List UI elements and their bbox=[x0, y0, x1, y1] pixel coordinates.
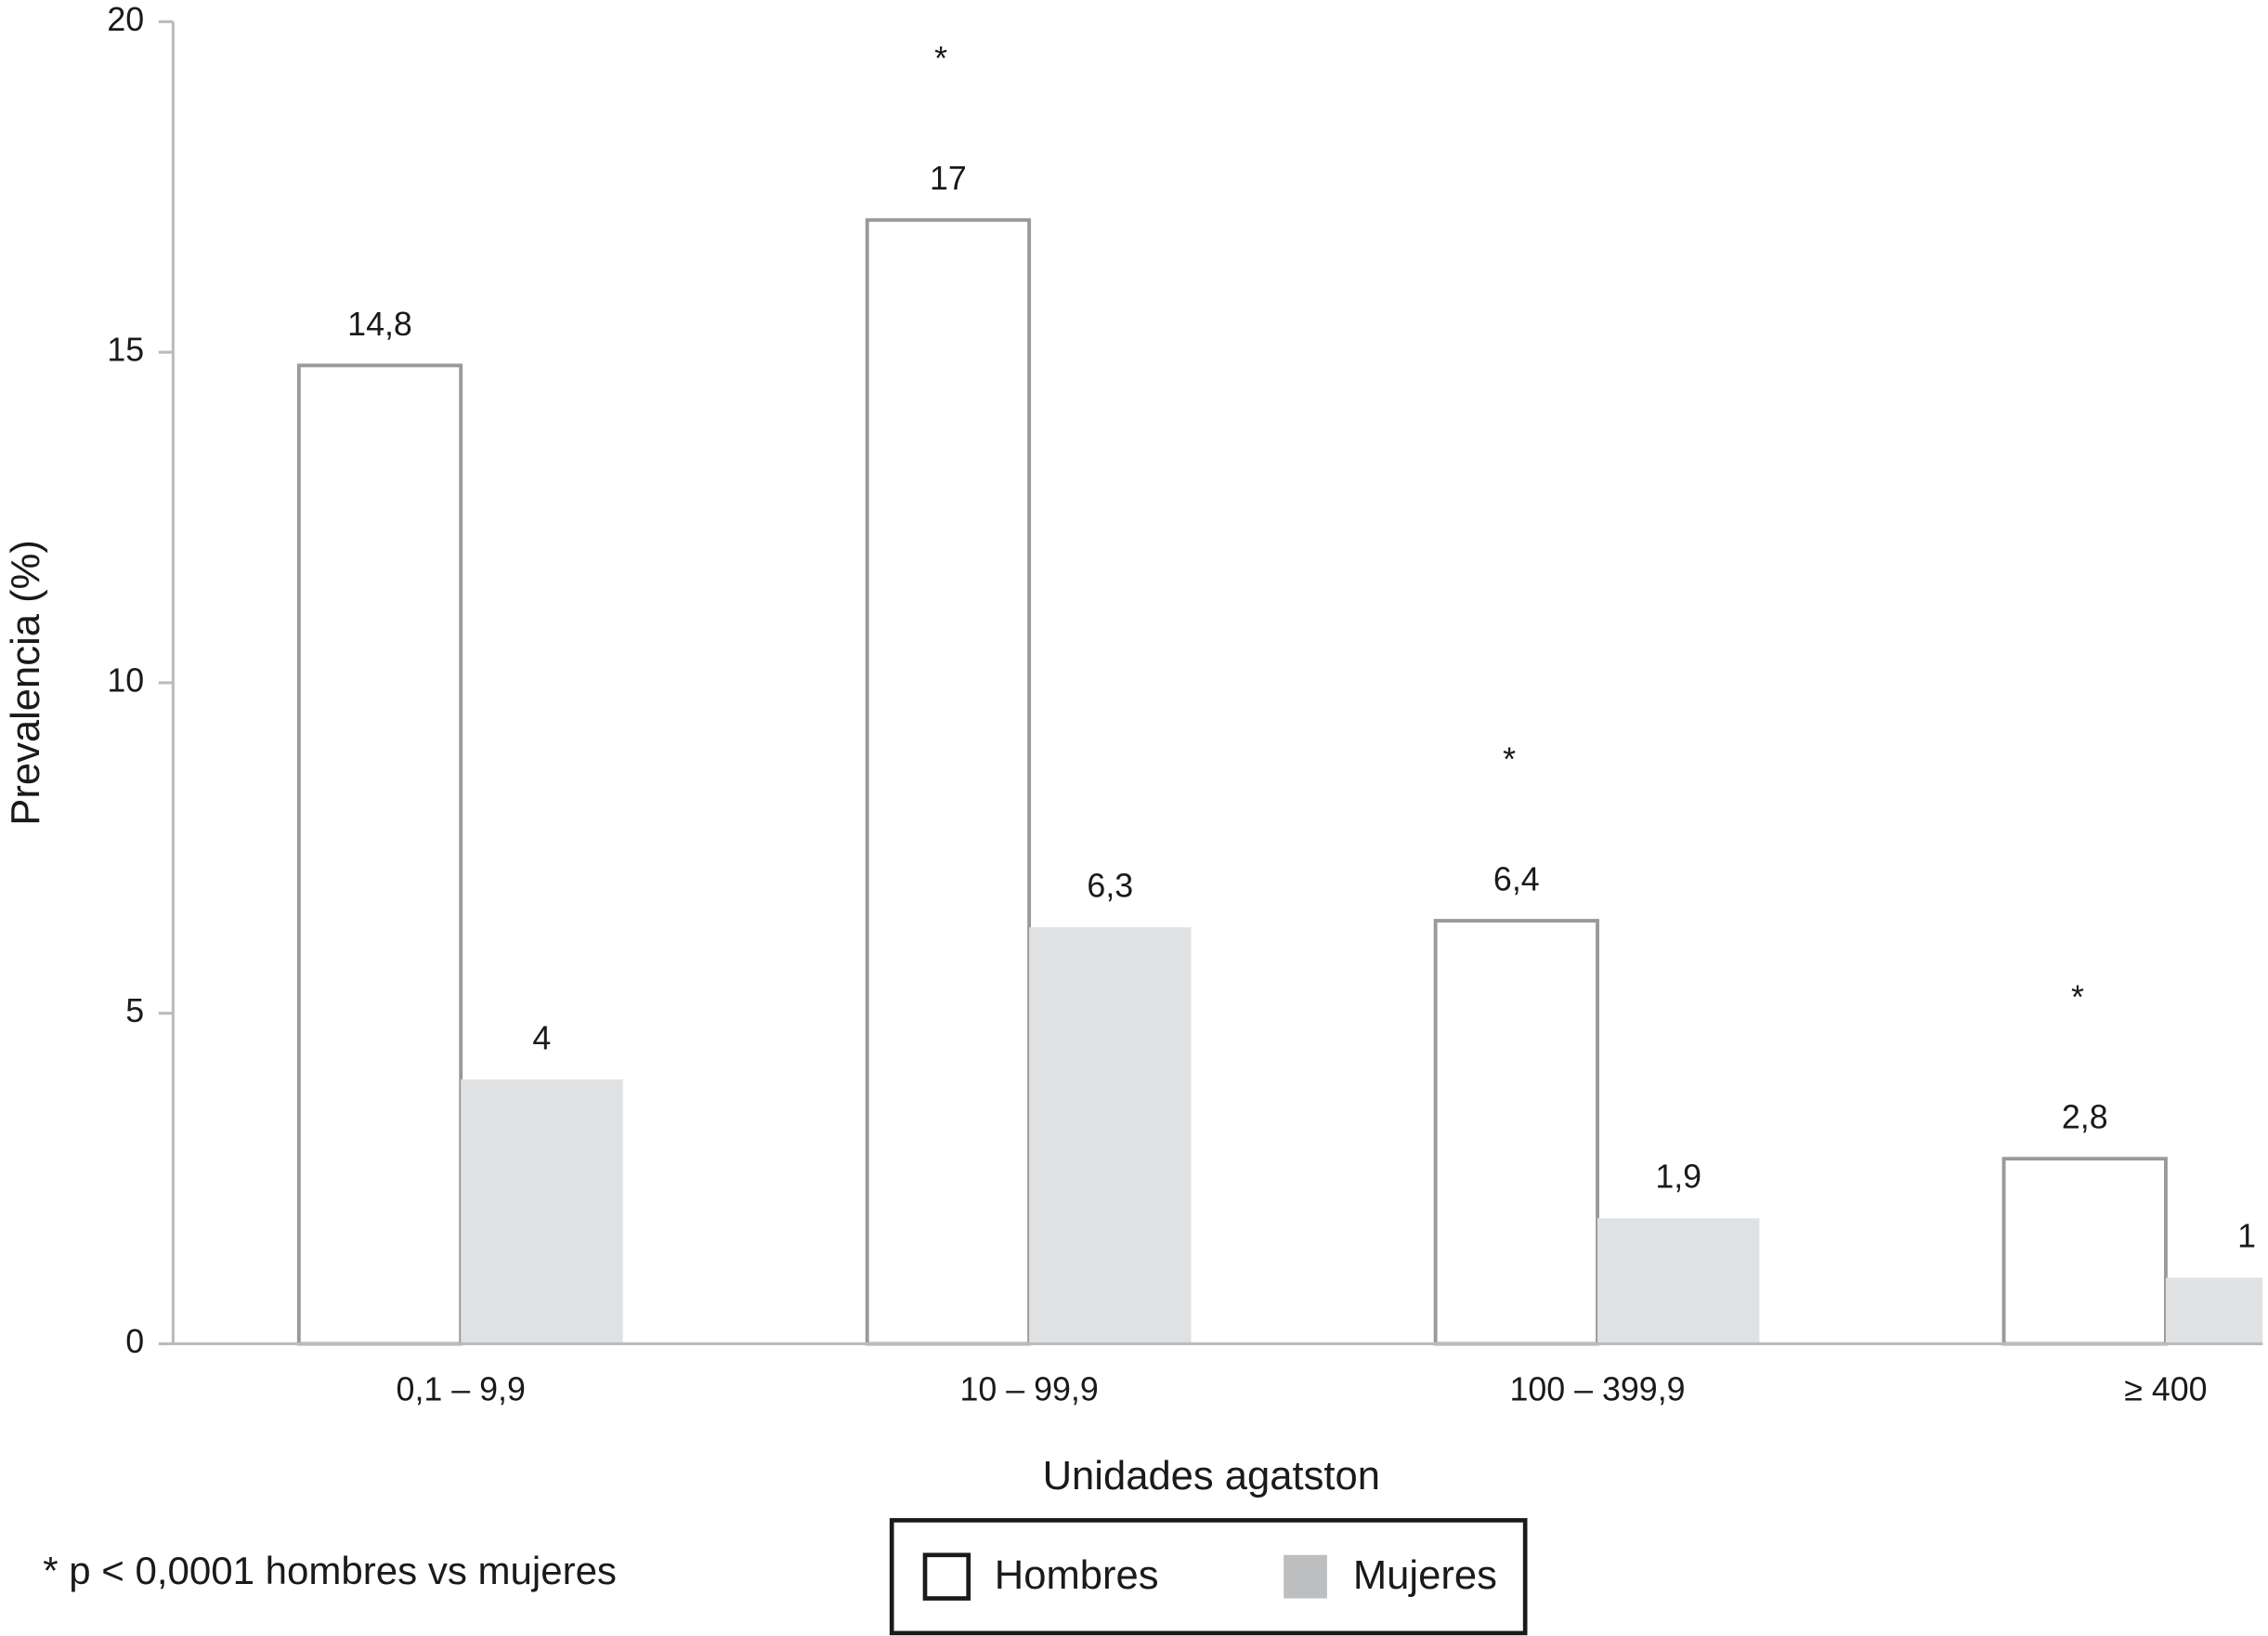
legend-label: Hombres bbox=[995, 1553, 1159, 1598]
legend-swatch bbox=[922, 1552, 971, 1601]
value-label: 6,4 bbox=[1493, 860, 1540, 897]
significance-marker: * bbox=[2071, 978, 2084, 1015]
x-tick-label: ≥ 400 bbox=[2124, 1370, 2207, 1407]
y-tick-label: 10 bbox=[107, 661, 144, 699]
y-tick-label: 15 bbox=[107, 332, 144, 369]
value-label: 14,8 bbox=[347, 306, 412, 343]
bar bbox=[461, 1079, 623, 1344]
bar bbox=[1597, 1218, 1760, 1344]
value-label: 6,3 bbox=[1087, 868, 1133, 905]
value-label: 2,8 bbox=[2062, 1099, 2108, 1136]
x-axis-title: Unidades agatston bbox=[1043, 1454, 1380, 1499]
y-axis-title: Prevalencia (%) bbox=[4, 540, 48, 826]
y-tick-label: 5 bbox=[125, 992, 144, 1029]
bar bbox=[1433, 919, 1599, 1346]
x-tick-label: 10 – 99,9 bbox=[959, 1370, 1098, 1407]
footnote: * p < 0,0001 hombres vs mujeres bbox=[43, 1549, 617, 1592]
bar bbox=[865, 217, 1032, 1346]
bar bbox=[2165, 1277, 2263, 1344]
value-label: 17 bbox=[930, 160, 967, 197]
bar bbox=[1029, 927, 1192, 1344]
bar bbox=[2001, 1157, 2168, 1346]
legend-label: Mujeres bbox=[1353, 1553, 1497, 1598]
significance-marker: * bbox=[1503, 740, 1516, 778]
value-label: 4 bbox=[532, 1019, 551, 1056]
value-label: 1,9 bbox=[1655, 1158, 1701, 1196]
value-label: 1 bbox=[2237, 1218, 2256, 1255]
x-tick-label: 100 – 399,9 bbox=[1509, 1370, 1685, 1407]
plot-area bbox=[296, 217, 2263, 1346]
bar bbox=[296, 363, 463, 1346]
x-tick-label: 0,1 – 9,9 bbox=[397, 1370, 526, 1407]
legend-box bbox=[889, 1518, 1528, 1636]
legend-swatch bbox=[1284, 1554, 1327, 1599]
significance-marker: * bbox=[934, 40, 947, 77]
y-tick-label: 0 bbox=[125, 1323, 144, 1360]
y-tick-label: 20 bbox=[107, 1, 144, 38]
